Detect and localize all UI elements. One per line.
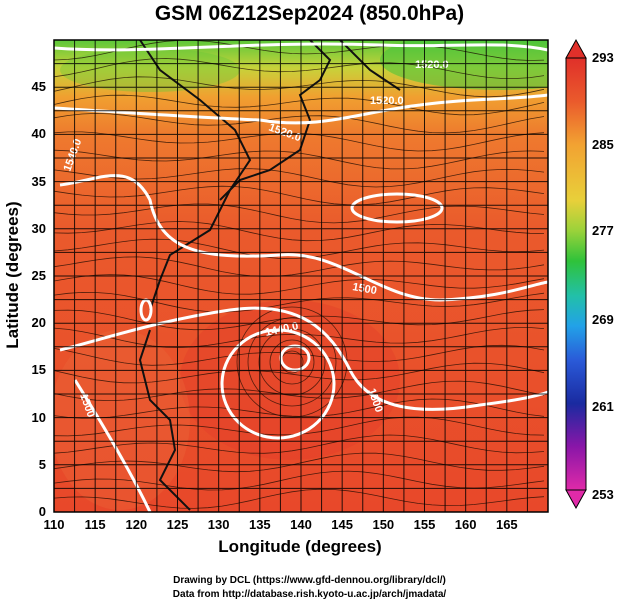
streamline [54, 380, 545, 402]
cool-region [60, 48, 240, 92]
lon-tick-label: 110 [43, 517, 65, 532]
streamline-swirl [247, 317, 337, 407]
streamline [54, 434, 545, 454]
philippines-coastline [138, 329, 191, 511]
lat-tick-label: 10 [31, 409, 46, 425]
streamline [54, 488, 545, 509]
cool-region [380, 40, 548, 90]
lat-tick-label: 5 [38, 456, 46, 472]
credit-drawing: Drawing by DCL (https://www.gfd-dennou.o… [173, 575, 446, 586]
lon-tick-label: 115 [84, 517, 106, 532]
x-axis-label: Longitude (degrees) [218, 537, 382, 556]
lat-tick-label: 15 [31, 362, 46, 378]
lon-tick-label: 140 [290, 517, 312, 532]
streamline-swirl [258, 328, 326, 396]
colorbar-tick-label: 293 [592, 50, 614, 65]
lat-tick-label: 40 [31, 126, 46, 142]
lon-tick-label: 120 [125, 517, 148, 532]
streamline [54, 149, 545, 170]
lat-tick-label: 20 [31, 315, 46, 331]
lon-tick-label: 135 [248, 517, 271, 532]
lon-tick-label: 155 [413, 517, 436, 532]
lon-tick-label: 130 [207, 517, 230, 532]
colorbar-tick-label: 277 [592, 223, 614, 238]
lat-tick-label: 35 [31, 173, 46, 189]
streamline [54, 94, 545, 116]
lat-lon-grid [53, 39, 549, 513]
colorbar-tick-label: 285 [592, 137, 614, 152]
lat-tick-label: 0 [38, 504, 46, 519]
streamline [54, 291, 545, 313]
streamline [54, 76, 545, 98]
contour-line [59, 174, 548, 302]
streamline [54, 168, 545, 188]
streamline [54, 40, 545, 61]
colorbar-bottom-triangle [565, 489, 587, 510]
colorbar-top-triangle [565, 38, 587, 59]
colorbar-tick-label: 261 [592, 399, 614, 414]
streamline [54, 452, 545, 473]
plot-frame [53, 39, 549, 513]
colorbar-tick-label: 253 [592, 487, 614, 502]
streamline [54, 362, 545, 384]
contour-label: 1500 [351, 281, 377, 297]
lat-tick-label: 25 [31, 268, 46, 283]
map-title: GSM 06Z12Sep2024 (850.0hPa) [154, 2, 465, 25]
colorbar [565, 57, 587, 491]
sakhalin-coastline [339, 40, 401, 91]
lon-tick-label: 125 [166, 517, 189, 532]
contour-line [54, 93, 548, 125]
streamline [54, 221, 545, 242]
high-contour [350, 192, 444, 224]
contour-label: 1520.0 [415, 59, 449, 71]
typhoon-contour [220, 328, 336, 440]
streamline-swirl [269, 339, 315, 385]
streamline [54, 203, 545, 224]
japan-coastline [219, 40, 332, 201]
streamline [54, 131, 545, 152]
credit-data: Data from http://database.rish.kyoto-u.a… [172, 589, 447, 600]
streamline [54, 256, 545, 277]
colorbar-tick-label: 269 [592, 312, 614, 327]
lon-tick-label: 160 [454, 517, 477, 532]
lon-tick-label: 165 [495, 517, 518, 532]
streamline [54, 185, 545, 206]
lat-tick-label: 30 [31, 220, 46, 236]
lon-tick-label: 150 [372, 517, 395, 532]
lat-tick-label: 45 [31, 79, 46, 95]
streamline [54, 58, 545, 79]
streamline [54, 238, 545, 260]
lon-tick-label: 145 [331, 517, 353, 532]
contour-label: 1520.0 [370, 95, 404, 107]
streamline [54, 112, 545, 134]
coastlines [138, 40, 401, 511]
contour-line [54, 42, 548, 52]
asia-coastline [139, 40, 252, 311]
